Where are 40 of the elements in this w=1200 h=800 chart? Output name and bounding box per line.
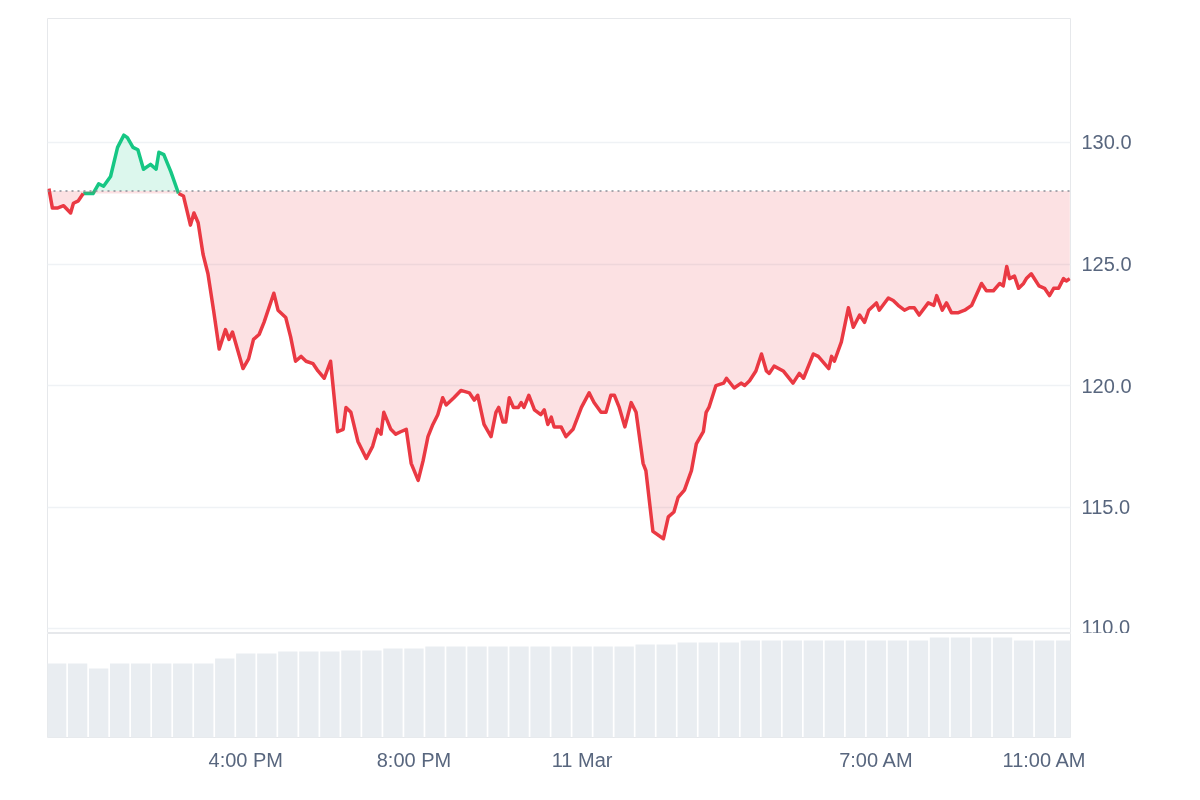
bar [257,653,277,738]
x-tick-label: 7:00 AM [839,748,913,771]
bar [110,663,130,738]
bar [866,640,887,738]
x-tick-label: 11:00 AM [1002,748,1086,771]
bar [677,642,697,738]
bar [698,642,718,738]
bar [88,668,109,738]
bar [635,644,655,738]
bar [950,637,971,738]
bar [67,663,88,738]
bar [740,640,760,738]
bar [992,637,1013,738]
x-tick-label: 8:00 PM [376,748,452,771]
y-tick-label: 125.0 [1081,253,1132,276]
bar [929,637,950,738]
bar [1013,640,1034,738]
x-tick-label: 11 Mar [551,748,613,771]
y-tick-label: 130.0 [1081,131,1132,154]
y-tick-label: 120.0 [1081,374,1132,397]
y-tick-label: 115.0 [1081,496,1131,519]
bar [845,640,866,738]
bar [971,637,992,738]
bar [824,640,845,738]
bar [131,663,151,738]
bar [761,640,781,738]
bar [194,663,214,738]
bar [719,642,739,738]
x-tick-label: 4:00 PM [208,748,284,771]
bar [236,653,256,738]
bar [215,658,235,738]
bar [908,640,929,738]
bar [782,640,802,738]
bar [173,663,193,738]
bar [803,640,824,738]
bar [887,640,908,738]
y-tick-label: 110.0 [1081,615,1131,638]
bar [656,644,676,738]
bar [1034,640,1055,738]
bar [152,663,172,738]
